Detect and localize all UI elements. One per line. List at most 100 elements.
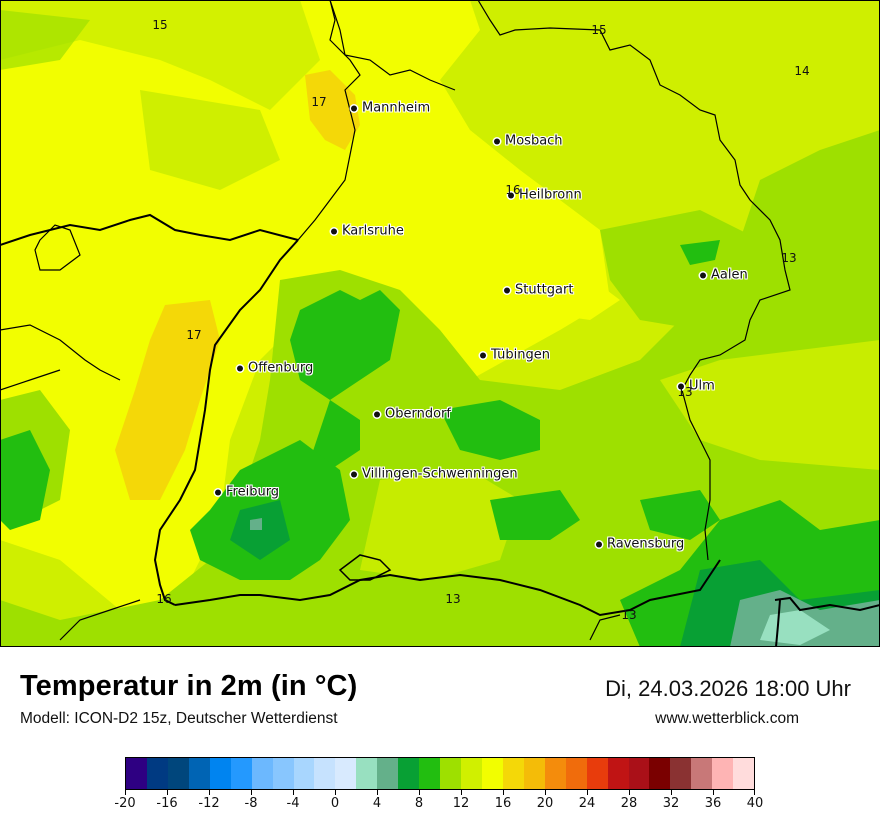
- colorbar-tick-label: 16: [494, 796, 512, 811]
- colorbar-segment: [419, 758, 441, 789]
- colorbar-tick: [503, 790, 504, 795]
- isotherm-label: 17: [311, 95, 327, 109]
- colorbar-tick-label: -12: [198, 796, 220, 811]
- colorbar-tick: [377, 790, 378, 795]
- isotherm-label: 17: [186, 328, 202, 342]
- city-mosbach[interactable]: Mosbach: [494, 134, 563, 149]
- city-villingen-schwenningen[interactable]: Villingen-Schwenningen: [351, 467, 518, 482]
- colorbar-segment: [398, 758, 420, 789]
- colorbar-segment: [649, 758, 671, 789]
- city-stuttgart[interactable]: Stuttgart: [504, 283, 573, 298]
- city-marker-icon: [494, 138, 500, 144]
- colorbar-tick-label: -4: [286, 796, 300, 811]
- colorbar-segment: [586, 758, 608, 789]
- colorbar-segment: [628, 758, 650, 789]
- city-label: Heilbronn: [519, 187, 582, 203]
- isotherm-label: 15: [152, 18, 168, 32]
- colorbar-tick: [754, 790, 755, 795]
- colorbar-tick-label: 12: [452, 796, 470, 811]
- colorbar-segment: [167, 758, 189, 789]
- colorbar-tick-label: 20: [536, 796, 554, 811]
- city-marker-icon: [678, 383, 684, 389]
- isotherm-label: 14: [794, 64, 810, 78]
- colorbar-tick-label: -20: [114, 796, 136, 811]
- colorbar-segment: [565, 758, 587, 789]
- colorbar-tick: [335, 790, 336, 795]
- map-title: Temperatur in 2m (in °C): [20, 670, 358, 702]
- city-marker-icon: [596, 541, 602, 547]
- colorbar-tick: [125, 790, 126, 795]
- city-label: Karlsruhe: [342, 223, 404, 239]
- colorbar-segment: [314, 758, 336, 789]
- colorbar-segment: [691, 758, 713, 789]
- colorbar-tick-label: -8: [244, 796, 258, 811]
- temperature-map[interactable]: Mannheim Mosbach Heilbronn Karlsruhe Aal…: [0, 0, 880, 647]
- city-label: Ravensburg: [607, 536, 685, 552]
- colorbar-segment: [440, 758, 461, 789]
- colorbar-tick-label: 36: [704, 796, 722, 811]
- isotherm-label: 16: [505, 183, 521, 197]
- city-label: Oberndorf: [385, 406, 451, 422]
- colorbar-segment: [523, 758, 545, 789]
- city-marker-icon: [331, 228, 337, 234]
- colorbar-segment: [712, 758, 734, 789]
- colorbar-segment: [502, 758, 524, 789]
- colorbar-segment: [356, 758, 378, 789]
- colorbar-segment: [481, 758, 503, 789]
- colorbar-tick: [167, 790, 168, 795]
- isotherm-label: 13: [677, 385, 693, 399]
- city-label: Mosbach: [505, 133, 563, 149]
- colorbar-tick: [209, 790, 210, 795]
- colorbar-tick: [713, 790, 714, 795]
- city-marker-icon: [700, 272, 706, 278]
- colorbar-segment: [544, 758, 566, 789]
- colorbar-tick-label: 32: [662, 796, 680, 811]
- colorbar-segment: [461, 758, 482, 789]
- city-marker-icon: [237, 365, 243, 371]
- city-aalen[interactable]: Aalen: [700, 268, 748, 283]
- colorbar-segment: [230, 758, 252, 789]
- city-tuebingen[interactable]: Tübingen: [480, 348, 550, 363]
- colorbar-segment: [209, 758, 231, 789]
- colorbar-tick-label: 4: [372, 796, 382, 811]
- city-ulm[interactable]: Ulm: [678, 379, 715, 394]
- isotherm-label: 15: [591, 23, 607, 37]
- colorbar-tick: [293, 790, 294, 795]
- city-karlsruhe[interactable]: Karlsruhe: [331, 224, 404, 239]
- colorbar-tick-label: 40: [746, 796, 764, 811]
- city-ravensburg[interactable]: Ravensburg: [596, 537, 684, 552]
- colorbar-tick: [461, 790, 462, 795]
- city-oberndorf[interactable]: Oberndorf: [374, 407, 451, 422]
- city-marker-icon: [215, 489, 221, 495]
- forecast-datetime: Di, 24.03.2026 18:00 Uhr: [605, 676, 851, 701]
- city-label: Freiburg: [226, 484, 280, 500]
- city-freiburg[interactable]: Freiburg: [215, 485, 279, 500]
- website-link[interactable]: www.wetterblick.com: [655, 710, 799, 727]
- colorbar-segment: [377, 758, 399, 789]
- city-marker-icon: [480, 352, 486, 358]
- colorbar-segment: [335, 758, 357, 789]
- city-label: Offenburg: [248, 360, 314, 376]
- city-marker-icon: [504, 287, 510, 293]
- colorbar-tick-label: 8: [414, 796, 424, 811]
- isotherm-label: 13: [621, 608, 637, 622]
- colorbar-tick-label: 28: [620, 796, 638, 811]
- model-source: Modell: ICON-D2 15z, Deutscher Wetterdie…: [20, 710, 338, 727]
- city-mannheim[interactable]: Mannheim: [351, 101, 430, 116]
- city-heilbronn[interactable]: Heilbronn: [508, 188, 582, 203]
- colorbar-segment: [146, 758, 168, 789]
- temperature-colorbar: [125, 757, 755, 790]
- colorbar-segment: [251, 758, 273, 789]
- colorbar-tick-label: -16: [156, 796, 178, 811]
- isotherm-label: 13: [445, 592, 461, 606]
- city-offenburg[interactable]: Offenburg: [237, 361, 313, 376]
- colorbar-tick-label: 0: [330, 796, 340, 811]
- city-marker-icon: [508, 192, 514, 198]
- colorbar-segment: [607, 758, 629, 789]
- colorbar-ticks: -20 -16 -12 -8 -4 0 4 8 12 16 20 24 28 32 36 40: [114, 790, 763, 820]
- city-label: Aalen: [711, 267, 748, 283]
- colorbar-tick-label: 24: [578, 796, 596, 811]
- city-label: Stuttgart: [515, 282, 574, 298]
- colorbar-tick: [587, 790, 588, 795]
- city-marker-icon: [374, 411, 380, 417]
